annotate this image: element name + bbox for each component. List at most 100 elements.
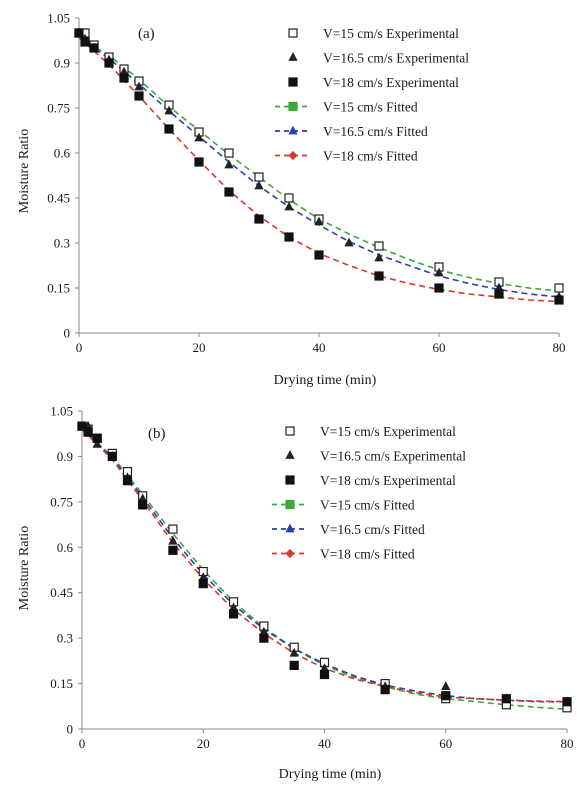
data-point [194,157,204,167]
data-point [289,647,299,657]
x-tick-label: 40 [318,736,331,751]
data-point [107,451,117,462]
y-tick-label: 0.45 [50,585,73,600]
data-point [254,172,264,182]
x-axis-label-a: Drying time (min) [274,373,377,388]
y-tick-label: 0.15 [47,281,70,296]
data-point [134,91,144,101]
y-tick-label: 0.3 [57,631,73,646]
legend-marker [285,450,295,459]
data-point [554,295,564,305]
legend-marker [288,125,298,135]
y-tick-label: 0.75 [50,494,73,509]
y-tick-label: 0.6 [54,146,71,161]
data-point [134,81,144,91]
data-point [562,697,572,707]
data-point [374,241,384,251]
data-point [259,633,269,643]
data-point [374,252,384,262]
data-point [168,535,178,545]
axes-a: 0 20 40 60 80 0 0.15 0.3 0.45 0.6 0.75 0.9 1.05 [47,11,565,356]
data-point [228,609,239,619]
legend-label: V=16.5 cm/s Fitted [323,124,428,139]
legend-b: V=15 cm/s Experimental V=16.5 cm/s Experi… [272,424,466,562]
y-tick-label: 1.05 [50,404,73,419]
data-point [92,438,102,448]
legend-marker [288,52,298,61]
x-tick-label: 20 [193,340,206,355]
data-point [374,271,384,281]
series-experimental-2 [74,28,564,305]
panel-label-a: (a) [138,26,155,42]
data-point [224,187,234,197]
data-point [198,579,208,589]
legend-entry: V=18 cm/s Experimental [288,75,459,90]
data-point [138,500,148,510]
series-layer-b [77,420,572,713]
legend-label: V=16.5 cm/s Experimental [323,51,469,66]
x-tick-label: 60 [433,340,446,355]
legend-label: V=18 cm/s Experimental [320,473,456,488]
data-point [289,660,299,671]
x-tick-label: 20 [197,736,210,751]
data-point [344,237,354,247]
legend-marker [285,475,295,485]
axes-b: 0 20 40 60 80 0 0.15 0.3 0.45 0.6 0.75 0.9 1.05 [50,404,573,752]
data-point [434,283,444,293]
data-point [441,691,451,701]
legend-label: V=16.5 cm/s Fitted [320,522,425,537]
data-point [122,476,133,486]
y-axis-label-a: Moisture Ratio [17,129,32,213]
x-axis-label-b: Drying time (min) [279,767,382,782]
y-tick-label: 0 [67,722,74,737]
x-tick-label: 80 [561,736,574,751]
data-point [89,43,99,53]
legend-marker [285,499,295,510]
y-tick-label: 0.9 [54,56,70,71]
legend-marker [285,548,295,559]
data-point [314,250,324,260]
legend-label: V=18 cm/s Experimental [323,75,459,90]
data-point [224,148,234,158]
data-point [434,267,444,277]
data-point [83,427,93,437]
x-tick-label: 60 [439,736,452,751]
data-point [501,694,511,704]
data-point [194,132,204,142]
legend-marker [288,101,298,112]
x-tick-label: 0 [76,340,83,355]
y-tick-label: 0.15 [50,676,73,691]
data-point [494,289,504,299]
legend-label: V=18 cm/s Fitted [323,149,418,164]
y-tick-label: 0.75 [47,101,70,116]
data-point [168,545,178,555]
data-point [164,124,174,134]
legend-entry: V=18 cm/s Experimental [285,473,456,488]
y-tick-label: 1.05 [47,11,70,26]
legend-entry: V=18 cm/s Fitted [275,149,418,164]
chart-panel-b: (b) Drying time (min) Moisture Ratio 0 20… [17,404,574,783]
data-point [284,232,294,242]
legend-entry: V=15 cm/s Fitted [272,498,415,513]
data-point [168,524,178,534]
x-tick-label: 40 [313,340,326,355]
legend-entry: V=16.5 cm/s Fitted [275,124,428,139]
legend-entry: V=16.5 cm/s Experimental [288,51,469,66]
y-tick-label: 0.45 [47,191,70,206]
panel-label-b: (b) [148,426,166,442]
legend-label: V=15 cm/s Experimental [323,26,459,41]
series-layer-a [74,27,564,305]
legend-label: V=16.5 cm/s Experimental [320,449,466,464]
legend-marker [288,77,298,87]
legend-marker [288,150,298,161]
legend-label: V=15 cm/s Fitted [323,100,418,115]
data-point [77,421,87,431]
legend-entry: V=18 cm/s Fitted [272,547,415,562]
data-point [92,433,102,443]
data-point [314,216,324,226]
series-experimental-2 [77,421,572,707]
data-point [380,685,390,695]
data-point [80,37,90,47]
legend-marker [288,28,298,38]
